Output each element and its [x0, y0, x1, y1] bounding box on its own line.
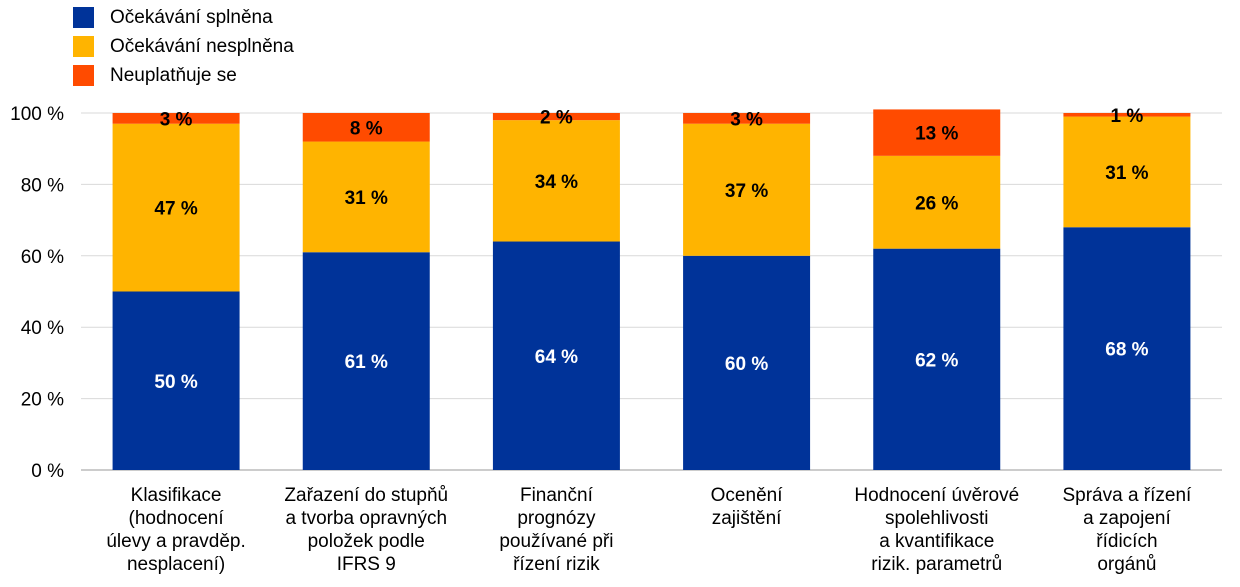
- x-tick-label: Správa a řízení a zapojení řídicích orgánů: [1032, 484, 1222, 576]
- bar-segment: [112, 291, 240, 470]
- data-label: 3 %: [160, 109, 193, 130]
- x-tick-label-line: řídicích: [1096, 531, 1158, 552]
- x-tick-label: Zařazení do stupňů a tvorba opravných polo…: [271, 484, 461, 576]
- legend-swatch: [73, 36, 94, 57]
- chart-legend: Očekávání splněna Očekávání nesplněna Neup…: [73, 3, 294, 90]
- data-label: 61 %: [345, 352, 388, 373]
- data-label: 62 %: [915, 350, 958, 371]
- data-label: 68 %: [1105, 340, 1148, 361]
- bar-segment: [302, 141, 430, 253]
- x-tick-label-line: prognózy: [517, 508, 596, 529]
- bar-segment: [1063, 113, 1191, 117]
- x-tick-label-line: (hodnocení: [128, 508, 224, 529]
- y-tick-label: 60 %: [21, 247, 64, 268]
- data-label: 47 %: [154, 199, 197, 220]
- bar-segment: [492, 120, 620, 242]
- x-tick-label-line: používané při: [499, 531, 614, 552]
- x-tick-label-line: řízení rizik: [513, 554, 600, 575]
- x-tick-label-line: zajištění: [711, 508, 782, 529]
- data-label: 64 %: [535, 347, 578, 368]
- data-label: 37 %: [725, 181, 768, 202]
- x-tick-label-line: úlevy a pravděp.: [106, 531, 246, 552]
- x-tick-label: Klasifikace (hodnocení úlevy a pravděp. nes…: [81, 484, 271, 576]
- x-tick-label-line: spolehlivosti: [885, 508, 989, 529]
- bar-segment: [302, 252, 430, 470]
- x-tick-label-line: položek podle: [307, 531, 425, 552]
- data-label: 2 %: [540, 108, 573, 129]
- legend-item: Očekávání splněna: [73, 3, 294, 32]
- bar-segment: [112, 123, 240, 292]
- bar-segment: [683, 255, 811, 470]
- x-tick-label-line: rizik. parametrů: [871, 554, 1003, 575]
- x-tick-label-line: Hodnocení úvěrové: [854, 485, 1020, 506]
- y-tick-label: 40 %: [21, 318, 64, 339]
- legend-item: Neuplatňuje se: [73, 61, 294, 90]
- bar-segment: [302, 113, 430, 142]
- bar-segment: [492, 113, 620, 121]
- x-tick-label-line: Finanční: [519, 485, 593, 506]
- x-tick-label-line: nesplacení): [126, 554, 226, 575]
- y-tick-label: 20 %: [21, 390, 64, 411]
- data-label: 50 %: [154, 372, 197, 393]
- bar-segment: [873, 109, 1001, 156]
- x-tick-label-line: Zařazení do stupňů: [284, 485, 449, 506]
- bar-segment: [492, 241, 620, 470]
- legend-swatch: [73, 7, 94, 28]
- x-tick-label-line: a kvantifikace: [879, 531, 995, 552]
- legend-label: Neuplatňuje se: [110, 64, 237, 86]
- x-tick-label: Ocenění zajištění: [652, 484, 842, 530]
- data-label: 8 %: [350, 118, 383, 139]
- data-label: 31 %: [345, 188, 388, 209]
- x-tick-label-line: Ocenění: [710, 485, 783, 506]
- data-label: 26 %: [915, 193, 958, 214]
- x-tick-label-line: Správa a řízení: [1062, 485, 1192, 506]
- bar-segment: [1063, 116, 1191, 228]
- y-tick-label: 0 %: [31, 461, 64, 482]
- x-tick-label-line: Klasifikace: [130, 485, 222, 506]
- x-tick-label-line: a zapojení: [1083, 508, 1171, 529]
- data-label: 34 %: [535, 172, 578, 193]
- bar-segment: [1063, 227, 1191, 470]
- x-tick-label-line: orgánů: [1097, 554, 1157, 575]
- x-tick-label: Hodnocení úvěrové spolehlivosti a kvantifi…: [842, 484, 1032, 576]
- x-tick-label-line: IFRS 9: [336, 554, 396, 575]
- x-tick-label-line: a tvorba opravných: [285, 508, 448, 529]
- legend-item: Očekávání nesplněna: [73, 32, 294, 61]
- legend-label: Očekávání nesplněna: [110, 35, 294, 57]
- data-label: 1 %: [1111, 106, 1144, 127]
- bar-segment: [873, 155, 1001, 249]
- legend-swatch: [73, 65, 94, 86]
- x-tick-label: Finanční prognózy používané při řízení rizi…: [461, 484, 651, 576]
- bar-segment: [873, 248, 1001, 470]
- y-tick-label: 100 %: [10, 104, 64, 125]
- data-label: 13 %: [915, 124, 958, 145]
- bar-segment: [683, 113, 811, 124]
- bar-segment: [112, 113, 240, 124]
- y-tick-label: 80 %: [21, 175, 64, 196]
- legend-label: Očekávání splněna: [110, 6, 273, 28]
- bar-segment: [683, 123, 811, 256]
- data-label: 3 %: [730, 109, 763, 130]
- data-label: 31 %: [1105, 163, 1148, 184]
- data-label: 60 %: [725, 354, 768, 375]
